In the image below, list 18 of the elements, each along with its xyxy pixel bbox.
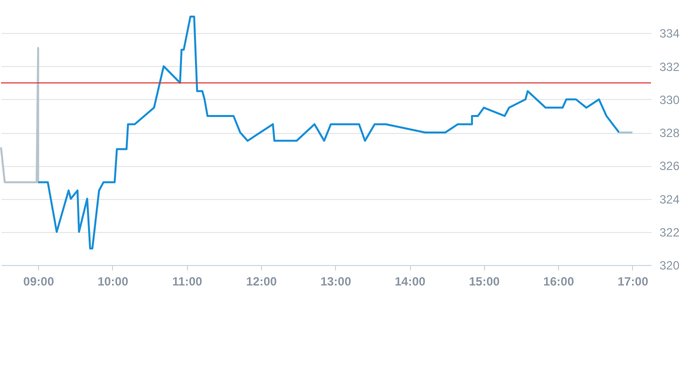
x-tick-label: 11:00 <box>172 274 203 288</box>
y-tick-label: 320 <box>660 258 680 272</box>
y-tick-label: 330 <box>660 92 680 107</box>
x-tick-label: 16:00 <box>543 274 574 288</box>
x-tick-label: 09:00 <box>23 274 54 288</box>
y-tick-label: 326 <box>660 159 680 174</box>
x-tick-label: 12:00 <box>246 274 278 288</box>
y-tick-label: 328 <box>660 126 680 140</box>
y-tick-label: 334 <box>660 26 680 41</box>
y-tick-label: 324 <box>660 192 680 206</box>
x-tick-label: 13:00 <box>320 274 352 288</box>
x-tick-label: 15:00 <box>469 274 500 288</box>
x-tick-label: 10:00 <box>98 274 129 288</box>
x-tick-label: 14:00 <box>394 274 426 288</box>
x-tick-label: 17:00 <box>618 274 649 288</box>
y-tick-label: 322 <box>660 225 680 240</box>
y-tick-label: 332 <box>660 60 680 74</box>
line-series <box>37 16 620 250</box>
